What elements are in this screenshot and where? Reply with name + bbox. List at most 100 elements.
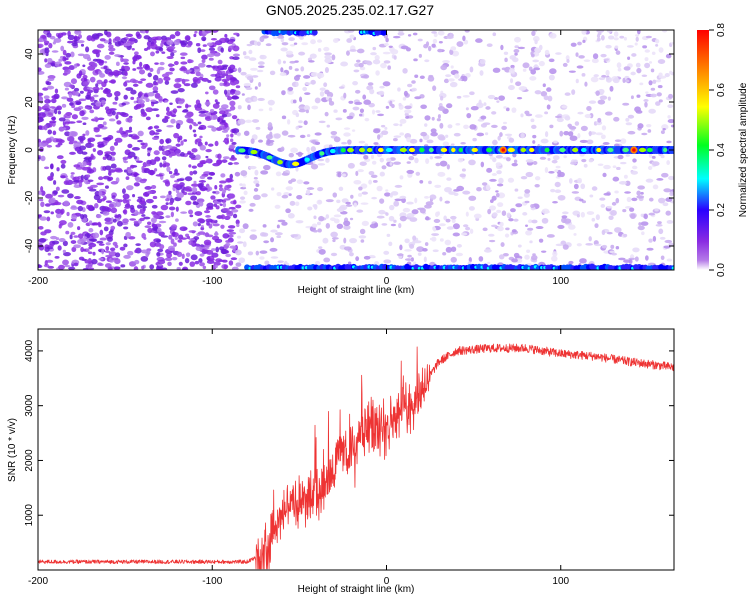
noise-blob: [208, 85, 216, 91]
noise-blob: [630, 213, 636, 220]
noise-blob: [508, 84, 515, 91]
noise-blob: [170, 211, 174, 218]
noise-blob: [603, 58, 610, 61]
noise-blob: [651, 155, 656, 159]
noise-blob: [153, 125, 160, 129]
noise-blob: [115, 61, 120, 67]
noise-blob: [62, 49, 67, 56]
carrier-line-mark: [580, 147, 587, 153]
noise-blob: [62, 127, 67, 130]
noise-blob: [55, 208, 62, 214]
noise-blob: [263, 240, 270, 244]
noise-blob: [310, 79, 316, 85]
noise-blob: [110, 247, 116, 252]
noise-blob: [534, 183, 540, 188]
noise-blob: [98, 176, 104, 181]
noise-blob: [126, 203, 130, 208]
noise-blob: [588, 236, 592, 242]
noise-blob: [145, 82, 154, 88]
noise-blob: [216, 159, 222, 166]
noise-blob: [127, 250, 134, 256]
noise-blob: [225, 239, 231, 243]
noise-blob: [661, 124, 669, 130]
noise-blob: [591, 217, 596, 222]
noise-blob: [147, 221, 152, 226]
noise-blob: [177, 87, 185, 93]
noise-blob: [644, 57, 649, 62]
noise-blob: [201, 246, 210, 250]
noise-blob: [233, 162, 240, 165]
carrier-peak-mark: [632, 148, 636, 152]
noise-blob: [602, 172, 607, 178]
noise-blob: [371, 160, 377, 165]
noise-blob: [561, 105, 568, 109]
noise-blob: [601, 74, 607, 78]
noise-blob: [63, 57, 69, 61]
noise-blob: [150, 43, 158, 50]
noise-blob: [185, 252, 191, 257]
noise-blob: [208, 47, 216, 51]
noise-blob: [277, 260, 284, 264]
noise-blob: [78, 181, 83, 188]
noise-blob: [138, 91, 143, 97]
noise-blob: [159, 138, 165, 145]
noise-blob: [253, 40, 258, 46]
noise-blob: [167, 245, 175, 252]
noise-blob: [363, 255, 371, 260]
noise-blob: [317, 187, 324, 192]
noise-blob: [546, 87, 552, 92]
noise-blob: [232, 45, 240, 52]
noise-blob: [145, 116, 151, 121]
noise-blob: [236, 132, 241, 137]
noise-blob: [176, 267, 181, 270]
noise-blob: [80, 43, 85, 47]
noise-blob: [570, 42, 577, 47]
noise-blob: [446, 177, 452, 181]
noise-blob: [156, 267, 164, 270]
noise-blob: [84, 106, 90, 110]
noise-blob: [324, 111, 329, 117]
noise-blob: [167, 261, 172, 267]
noise-blob: [514, 36, 521, 43]
noise-blob: [211, 248, 216, 251]
noise-blob: [55, 186, 60, 192]
noise-blob: [432, 226, 436, 231]
noise-blob: [430, 128, 437, 133]
noise-blob: [307, 206, 313, 211]
noise-blob: [44, 48, 50, 54]
snr-y-tick-label: 3000: [24, 394, 35, 417]
noise-blob: [173, 148, 181, 154]
noise-blob: [73, 262, 79, 267]
noise-blob: [446, 103, 453, 109]
noise-blob: [297, 151, 303, 157]
noise-blob: [290, 234, 299, 237]
noise-blob: [535, 114, 543, 118]
noise-blob: [331, 237, 339, 240]
noise-blob: [468, 195, 477, 201]
noise-blob: [578, 198, 584, 202]
noise-blob: [588, 130, 592, 137]
noise-blob: [531, 124, 537, 129]
carrier-line-mark: [440, 147, 448, 153]
noise-blob: [492, 139, 498, 146]
noise-blob: [109, 145, 115, 152]
noise-blob: [113, 141, 119, 146]
noise-blob: [214, 264, 218, 269]
noise-blob: [637, 123, 644, 129]
noise-blob: [514, 52, 518, 56]
snr-y-tick-label: 4000: [24, 339, 35, 362]
noise-blob: [277, 35, 285, 39]
noise-blob: [198, 124, 207, 130]
noise-blob: [206, 256, 211, 261]
noise-blob: [231, 128, 240, 134]
noise-blob: [248, 49, 253, 55]
noise-blob: [668, 93, 674, 99]
noise-blob: [226, 134, 230, 138]
noise-blob: [263, 164, 271, 171]
noise-blob: [402, 67, 408, 74]
noise-blob: [77, 238, 85, 245]
noise-blob: [288, 65, 293, 70]
spectrogram-x-tick-label: -100: [202, 276, 222, 287]
noise-blob: [603, 192, 611, 196]
